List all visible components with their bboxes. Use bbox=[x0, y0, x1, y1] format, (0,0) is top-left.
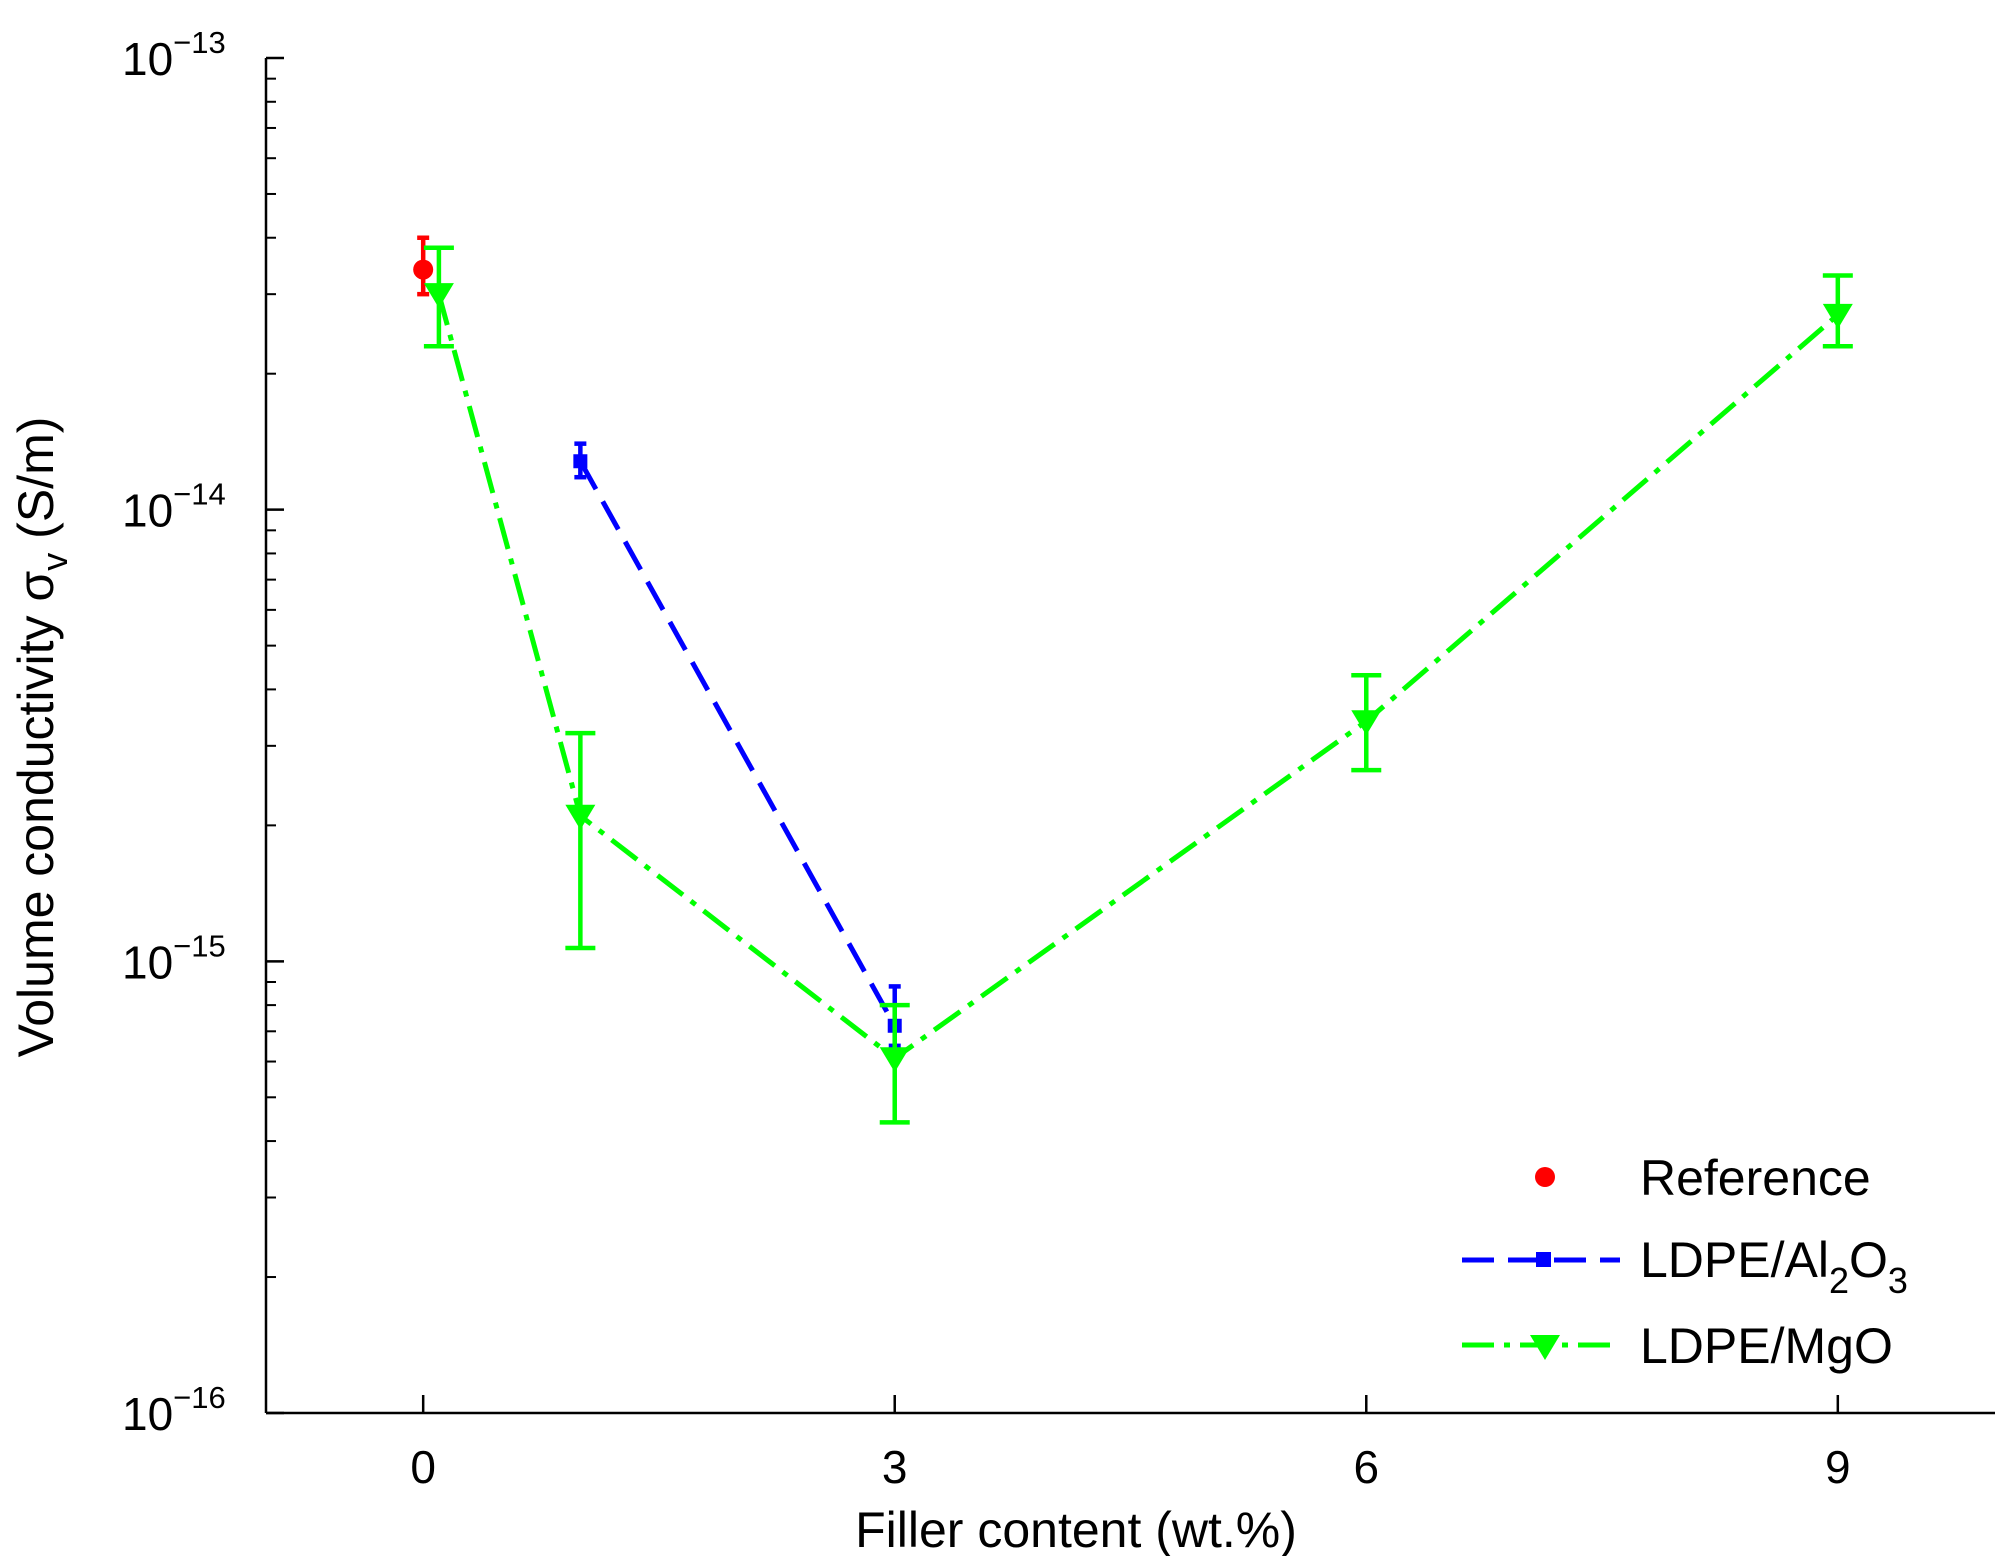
x-tick-label: 3 bbox=[882, 1441, 908, 1493]
series-1 bbox=[573, 441, 902, 1049]
legend-label-ldpe-mgo: LDPE/MgO bbox=[1640, 1318, 1893, 1374]
y-tick-label: 10−16 bbox=[122, 1380, 226, 1440]
x-tick-labels: 0 3 6 9 bbox=[410, 1441, 1850, 1493]
data-point bbox=[879, 1047, 910, 1073]
legend-label-ldpe-al2o3: LDPE/Al2O3 bbox=[1640, 1232, 1908, 1301]
x-tick-label: 6 bbox=[1353, 1441, 1379, 1493]
legend-label-reference: Reference bbox=[1640, 1150, 1871, 1206]
y-tick-label-exponent: −15 bbox=[173, 928, 226, 963]
y-tick-label: 10−14 bbox=[122, 477, 226, 537]
series-line bbox=[436, 293, 1840, 1062]
y-axis-title-main: Volume conductivity σ bbox=[8, 571, 64, 1058]
x-axis-title: Filler content (wt.%) bbox=[855, 1502, 1297, 1556]
series-0 bbox=[413, 235, 434, 297]
data-point bbox=[565, 804, 596, 830]
data-point bbox=[1351, 710, 1382, 736]
legend-marker-ldpe-al2o3 bbox=[1536, 1252, 1551, 1267]
data-point bbox=[423, 283, 454, 309]
legend-marker-reference bbox=[1535, 1167, 1555, 1187]
y-tick-label-exponent: −16 bbox=[173, 1380, 226, 1415]
y-axis-title-sub: v bbox=[34, 553, 75, 571]
y-tick-label-base: 10 bbox=[122, 1388, 173, 1440]
legend-label-ldpe-al2o3-sub2: 3 bbox=[1888, 1260, 1908, 1301]
axes bbox=[264, 56, 1995, 1415]
y-tick-label-exponent: −14 bbox=[173, 477, 226, 512]
legend-label-ldpe-al2o3-part1: LDPE/Al bbox=[1640, 1232, 1829, 1288]
legend-label-ldpe-al2o3-sub1: 2 bbox=[1829, 1260, 1849, 1301]
y-tick-label-base: 10 bbox=[122, 485, 173, 537]
legend-label-ldpe-al2o3-part2: O bbox=[1849, 1232, 1888, 1288]
data-point bbox=[573, 454, 588, 469]
x-tick-label: 0 bbox=[410, 1441, 436, 1493]
y-tick-label-base: 10 bbox=[122, 936, 173, 988]
x-tick-label: 9 bbox=[1825, 1441, 1851, 1493]
y-tick-label-base: 10 bbox=[122, 33, 173, 85]
y-axis-title: Volume conductivity σv (S/m) bbox=[8, 417, 75, 1058]
legend-item-ldpe-al2o3: LDPE/Al2O3 bbox=[1462, 1232, 1908, 1301]
y-tick-label: 10−15 bbox=[122, 928, 226, 988]
plot-series bbox=[413, 235, 1853, 1125]
series-line bbox=[578, 460, 897, 1027]
legend-item-reference: Reference bbox=[1535, 1150, 1871, 1206]
y-axis-title-unit: (S/m) bbox=[8, 417, 64, 553]
data-point bbox=[1822, 303, 1853, 329]
legend-item-ldpe-mgo: LDPE/MgO bbox=[1462, 1318, 1893, 1374]
y-tick-label-exponent: −13 bbox=[173, 25, 226, 60]
legend: Reference LDPE/Al2O3 LDPE/MgO bbox=[1462, 1150, 1908, 1374]
y-tick-label: 10−13 bbox=[122, 25, 226, 85]
series-2 bbox=[423, 245, 1853, 1125]
legend-marker-ldpe-mgo bbox=[1530, 1335, 1560, 1360]
data-point bbox=[413, 259, 434, 280]
